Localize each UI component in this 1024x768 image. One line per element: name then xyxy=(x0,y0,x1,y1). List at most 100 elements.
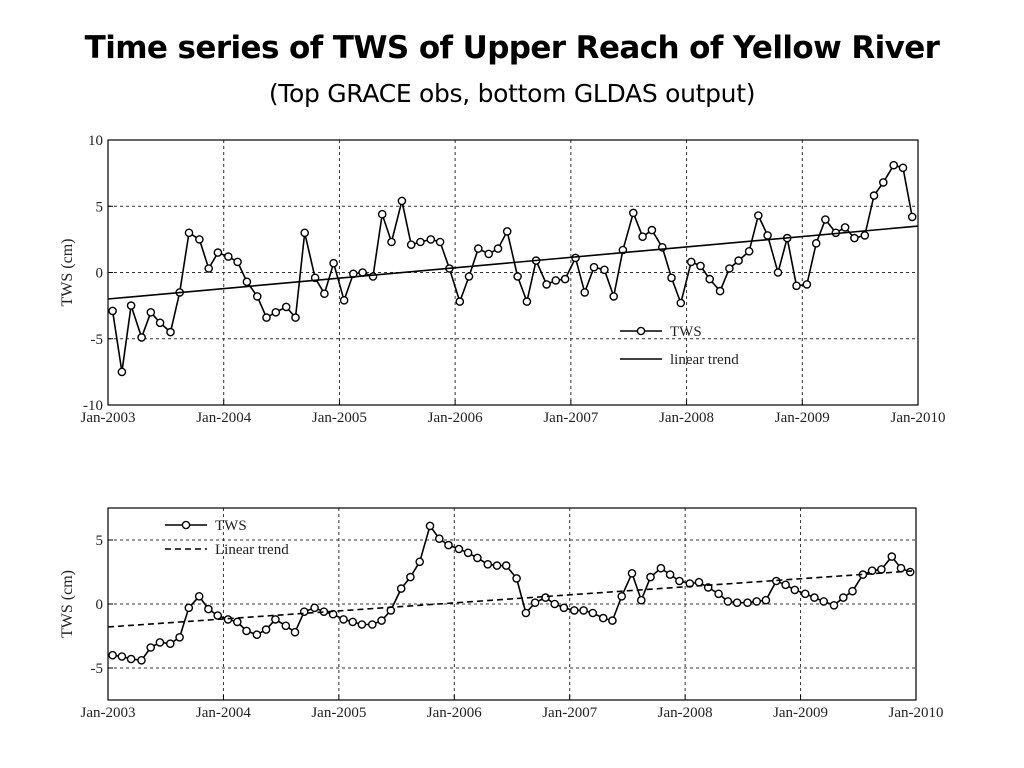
gldas-x-tick-label: Jan-2010 xyxy=(889,705,944,721)
grace-tws-point xyxy=(213,248,223,257)
gldas-tws-point xyxy=(848,586,857,596)
gldas-tws-point xyxy=(761,595,771,605)
grace-tws-point xyxy=(166,327,175,337)
grace-y-tick-label: 0 xyxy=(96,266,104,282)
grace-x-tick-label: Jan-2008 xyxy=(659,410,714,426)
gldas-y-tick-label: 5 xyxy=(96,533,104,549)
grace-tws-point xyxy=(377,209,387,219)
gldas-tws-point xyxy=(117,652,127,661)
gldas-tws-point xyxy=(108,650,117,660)
gldas-tws-point xyxy=(184,603,194,613)
gldas-tws-point xyxy=(627,569,637,578)
grace-legend-label: linear trend xyxy=(670,352,739,368)
gldas-y-axis-label: TWS (cm) xyxy=(59,570,76,638)
gldas-legend-label: Linear trend xyxy=(215,542,289,558)
gldas-tws-point xyxy=(232,617,242,627)
grace-y-axis-label: TWS (cm) xyxy=(59,239,76,307)
grace-tws-point xyxy=(889,160,899,170)
grace-tws-point xyxy=(358,268,367,277)
grace-tws-point xyxy=(513,272,522,281)
grace-tws-point xyxy=(744,247,754,256)
grace-tws-point xyxy=(715,286,725,296)
grace-tws-point xyxy=(146,307,156,317)
grace-tws-point xyxy=(397,196,407,206)
gldas-tws-point xyxy=(501,561,511,570)
grace-tws-point xyxy=(155,318,165,328)
grace-tws-point xyxy=(589,262,599,272)
grace-tws-point xyxy=(368,272,378,281)
grace-tws-point xyxy=(387,237,396,247)
grace-tws-point xyxy=(455,297,465,306)
gldas-tws-point xyxy=(877,565,886,574)
gldas-tws-point xyxy=(339,615,348,624)
grace-tws-point xyxy=(560,274,570,284)
gldas-tws-point xyxy=(377,616,386,625)
grace-tws-point xyxy=(763,231,772,240)
gldas-tws-point xyxy=(521,608,531,618)
grace-trend-line xyxy=(107,225,919,300)
gldas-tws-point xyxy=(665,570,675,579)
grace-tws-point xyxy=(406,240,416,249)
gldas-tws-point xyxy=(242,626,251,636)
grace-tws-point xyxy=(281,302,291,312)
gldas-tws-point xyxy=(598,613,608,623)
gldas-tws-point xyxy=(155,638,165,647)
grace-tws-point xyxy=(416,237,425,247)
grace-tws-point xyxy=(705,274,715,284)
gldas-tws-point xyxy=(454,544,464,554)
grace-tws-point xyxy=(686,257,696,267)
gldas-tws-point xyxy=(415,557,425,567)
grace-tws-point xyxy=(821,215,830,224)
grace-tws-point xyxy=(802,280,812,289)
grace-tws-point xyxy=(850,233,859,243)
grace-tws-point xyxy=(223,252,233,261)
grace-tws-point xyxy=(907,212,917,222)
grace-tws-point xyxy=(638,232,647,241)
grace-tws-point xyxy=(629,208,638,218)
gldas-tws-point xyxy=(512,574,521,583)
gldas-plot-frame xyxy=(107,507,917,701)
gldas-tws-point xyxy=(839,593,848,602)
grace-tws-point xyxy=(195,235,204,244)
grace-tws-point xyxy=(696,261,705,271)
gldas-tws-point xyxy=(434,534,444,544)
slide-subtitle: (Top GRACE obs, bottom GLDAS output) xyxy=(268,79,756,108)
grace-tws-point xyxy=(811,239,821,248)
grace-tws-point xyxy=(300,228,310,238)
gldas-tws-point xyxy=(348,617,358,627)
grace-tws-point xyxy=(551,276,561,285)
gldas-tws-point xyxy=(570,606,579,615)
gldas-tws-point xyxy=(559,603,569,613)
gldas-tws-chart: Jan-2003 Jan-2004 Jan-2005 Jan-2006 Jan-2007… xyxy=(59,507,944,721)
grace-tws-point xyxy=(426,235,436,244)
gldas-x-tick-label: Jan-2005 xyxy=(311,705,366,721)
grace-tws-point xyxy=(502,227,512,236)
gldas-tws-point xyxy=(281,621,291,631)
grace-tws-point xyxy=(117,367,127,377)
grace-tws-point xyxy=(126,301,136,310)
grace-tws-point xyxy=(860,231,870,240)
slide-title: Time series of TWS of Upper Reach of Yel… xyxy=(84,30,940,66)
gldas-tws-point xyxy=(213,611,222,620)
gldas-tws-point xyxy=(743,598,752,607)
gldas-tws-point xyxy=(492,561,502,570)
gldas-x-tick-label: Jan-2004 xyxy=(196,705,251,721)
gldas-tws-point xyxy=(781,580,790,590)
grace-y-tick-label: 5 xyxy=(96,199,104,215)
gldas-tws-point xyxy=(367,620,377,629)
gldas-tws-point xyxy=(290,627,300,637)
gldas-tws-point xyxy=(772,576,781,586)
grace-tws-point xyxy=(435,237,445,247)
gldas-tws-point xyxy=(165,639,175,648)
grace-y-tick-label: -10 xyxy=(83,398,103,414)
grace-tws-point xyxy=(291,313,300,322)
grace-tws-point xyxy=(137,333,146,342)
gldas-tws-point xyxy=(473,553,482,563)
grace-tws-point xyxy=(725,264,734,273)
gldas-tws-point xyxy=(550,599,560,609)
grace-tws-point xyxy=(667,273,676,283)
grace-x-tick-label: Jan-2009 xyxy=(775,410,830,426)
grace-tws-chart: Jan-2003 Jan-2004 Jan-2005 Jan-2006 Jan-2007… xyxy=(59,133,946,426)
grace-x-tick-label: Jan-2010 xyxy=(891,410,946,426)
gldas-tws-point xyxy=(194,592,204,601)
